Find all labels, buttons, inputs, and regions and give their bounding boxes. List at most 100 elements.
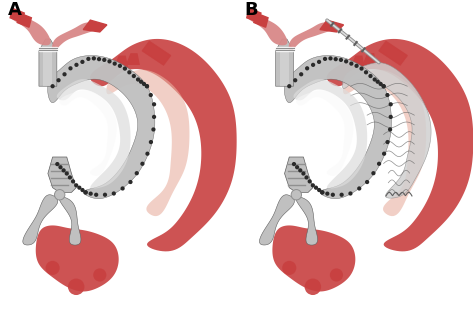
Circle shape bbox=[308, 179, 312, 183]
Circle shape bbox=[68, 175, 72, 180]
Circle shape bbox=[339, 192, 344, 197]
Circle shape bbox=[299, 72, 303, 76]
Circle shape bbox=[136, 77, 140, 82]
Circle shape bbox=[74, 63, 79, 67]
Circle shape bbox=[103, 192, 107, 197]
Circle shape bbox=[51, 84, 55, 88]
Circle shape bbox=[135, 171, 139, 175]
Circle shape bbox=[55, 162, 59, 166]
Circle shape bbox=[339, 58, 343, 62]
Circle shape bbox=[385, 140, 390, 144]
Polygon shape bbox=[343, 62, 431, 198]
Circle shape bbox=[373, 77, 377, 82]
Circle shape bbox=[301, 171, 306, 176]
Polygon shape bbox=[363, 53, 376, 65]
Circle shape bbox=[344, 59, 348, 63]
Circle shape bbox=[382, 152, 386, 156]
Circle shape bbox=[68, 279, 84, 295]
Circle shape bbox=[145, 84, 149, 88]
Circle shape bbox=[379, 82, 383, 86]
Circle shape bbox=[382, 84, 386, 88]
Circle shape bbox=[112, 191, 116, 196]
Circle shape bbox=[364, 70, 368, 74]
Circle shape bbox=[314, 186, 318, 190]
Circle shape bbox=[152, 102, 156, 106]
Circle shape bbox=[81, 188, 85, 192]
Polygon shape bbox=[275, 47, 293, 51]
Circle shape bbox=[359, 67, 364, 71]
Polygon shape bbox=[284, 56, 392, 199]
Polygon shape bbox=[59, 90, 117, 176]
Polygon shape bbox=[259, 195, 294, 245]
Circle shape bbox=[74, 183, 78, 187]
Polygon shape bbox=[39, 39, 57, 86]
Polygon shape bbox=[284, 157, 313, 192]
Polygon shape bbox=[247, 11, 287, 45]
Circle shape bbox=[77, 186, 82, 190]
Circle shape bbox=[46, 261, 60, 275]
Circle shape bbox=[132, 74, 136, 78]
Circle shape bbox=[94, 192, 98, 197]
Polygon shape bbox=[48, 157, 76, 192]
Circle shape bbox=[389, 102, 393, 106]
Circle shape bbox=[293, 78, 297, 82]
Circle shape bbox=[142, 82, 146, 86]
Circle shape bbox=[140, 162, 145, 166]
Circle shape bbox=[389, 115, 393, 119]
Circle shape bbox=[305, 279, 321, 295]
Circle shape bbox=[68, 66, 73, 70]
Polygon shape bbox=[273, 225, 356, 291]
Circle shape bbox=[317, 60, 321, 64]
Polygon shape bbox=[114, 56, 128, 67]
Polygon shape bbox=[142, 41, 171, 65]
Circle shape bbox=[146, 152, 150, 156]
Polygon shape bbox=[320, 20, 344, 32]
Circle shape bbox=[127, 70, 131, 74]
Circle shape bbox=[83, 190, 88, 194]
Polygon shape bbox=[280, 51, 289, 86]
Circle shape bbox=[375, 80, 380, 84]
Circle shape bbox=[89, 192, 93, 196]
Circle shape bbox=[328, 56, 333, 61]
Polygon shape bbox=[126, 53, 140, 65]
Circle shape bbox=[64, 171, 69, 176]
Polygon shape bbox=[254, 13, 268, 27]
Circle shape bbox=[118, 64, 122, 68]
Circle shape bbox=[287, 84, 292, 88]
Circle shape bbox=[86, 57, 91, 61]
Circle shape bbox=[282, 261, 296, 275]
Polygon shape bbox=[327, 39, 474, 252]
Circle shape bbox=[357, 186, 361, 191]
Text: B: B bbox=[245, 2, 258, 19]
Polygon shape bbox=[275, 39, 293, 86]
Circle shape bbox=[291, 190, 301, 200]
Polygon shape bbox=[247, 8, 261, 23]
Circle shape bbox=[385, 93, 390, 97]
Circle shape bbox=[149, 140, 153, 144]
Circle shape bbox=[317, 188, 321, 192]
Circle shape bbox=[56, 78, 61, 82]
Circle shape bbox=[368, 74, 373, 78]
Circle shape bbox=[151, 127, 155, 132]
Polygon shape bbox=[48, 56, 155, 199]
Circle shape bbox=[325, 192, 329, 196]
Circle shape bbox=[80, 60, 84, 64]
Circle shape bbox=[355, 64, 359, 68]
Circle shape bbox=[388, 127, 392, 132]
Circle shape bbox=[348, 191, 353, 196]
Circle shape bbox=[349, 62, 354, 66]
Circle shape bbox=[107, 59, 111, 63]
Circle shape bbox=[311, 183, 315, 187]
Polygon shape bbox=[10, 8, 24, 23]
Circle shape bbox=[145, 84, 149, 88]
Text: A: A bbox=[8, 2, 22, 19]
Circle shape bbox=[292, 162, 296, 166]
Circle shape bbox=[320, 190, 324, 194]
Polygon shape bbox=[90, 39, 237, 252]
Polygon shape bbox=[296, 90, 354, 176]
Polygon shape bbox=[343, 70, 426, 216]
Circle shape bbox=[91, 56, 96, 61]
Circle shape bbox=[71, 179, 75, 183]
Circle shape bbox=[331, 192, 335, 197]
Circle shape bbox=[93, 268, 106, 282]
